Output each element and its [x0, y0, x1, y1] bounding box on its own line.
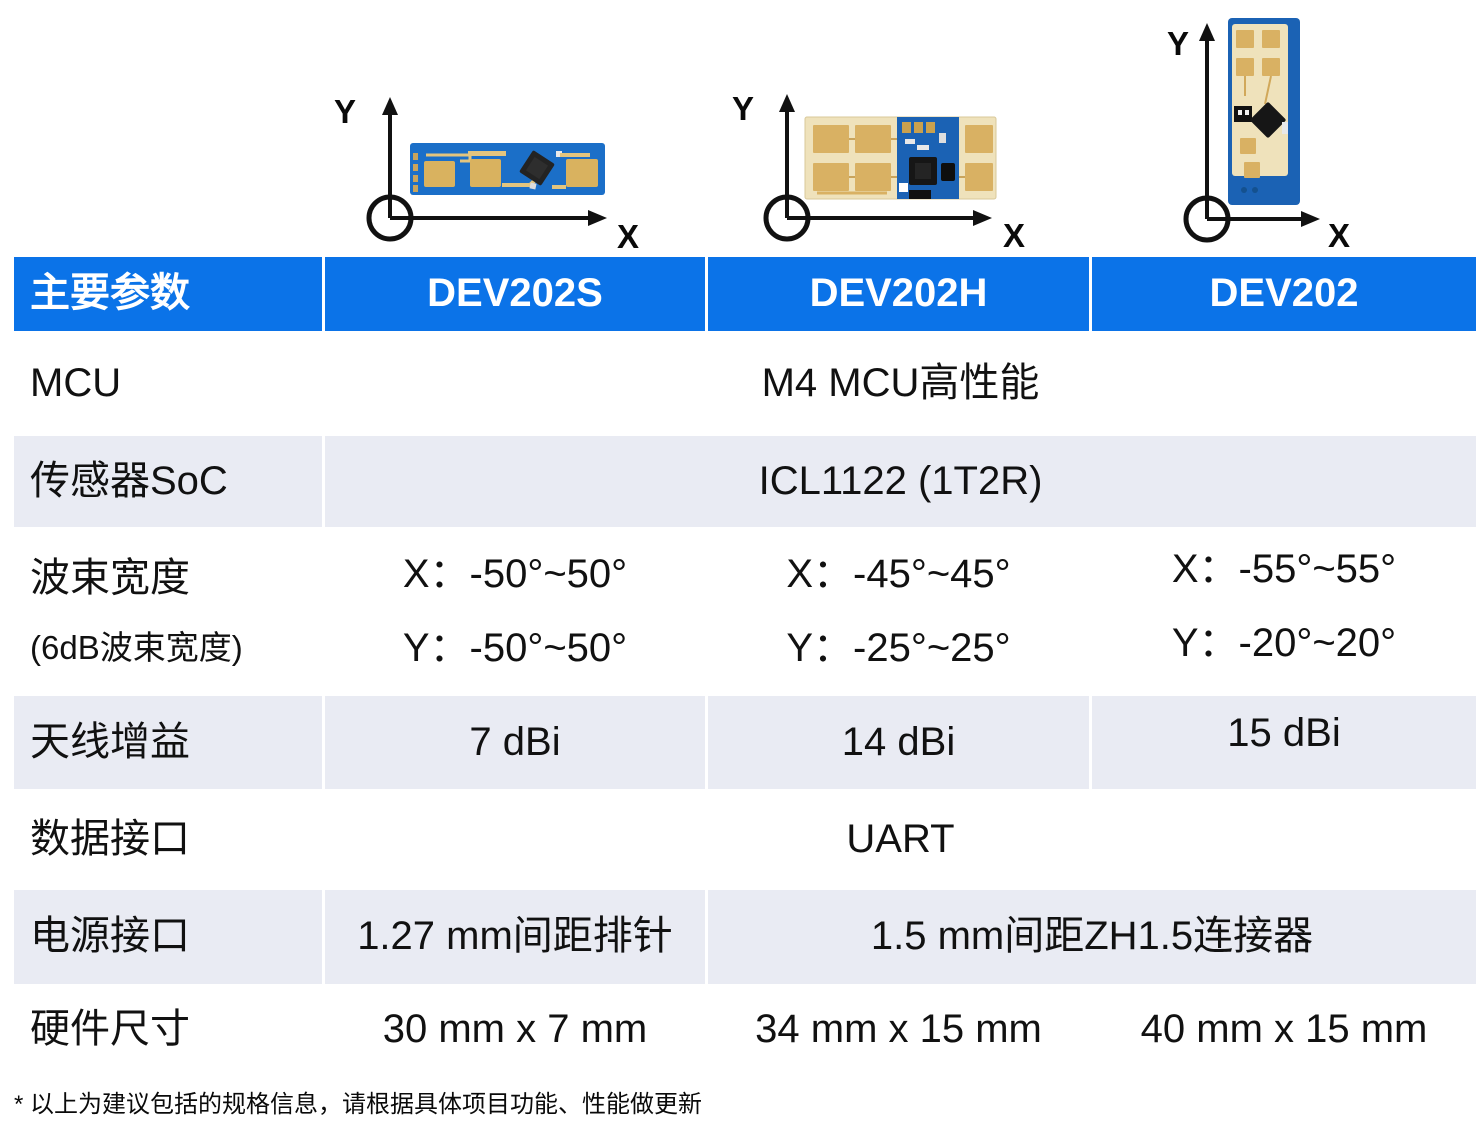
power-interface-dev202h-dev202: 1.5 mm间距ZH1.5连接器 — [708, 890, 1476, 984]
pcb-photo-dev202s — [410, 143, 605, 195]
y-axis-label: Y — [1167, 25, 1190, 62]
size-label: 硬件尺寸 — [30, 1006, 190, 1051]
header-dev202s: DEV202S — [325, 257, 705, 331]
gain-dev202: 15 dBi — [1092, 696, 1476, 789]
x-axis-arrowhead-icon — [1301, 211, 1320, 227]
y-axis-arrowhead-icon — [382, 97, 398, 115]
beam-dev202h-y: Y：-25°~25° — [786, 625, 1011, 670]
origin-circle-icon — [763, 194, 811, 242]
beam-dev202-y: Y：-20°~20° — [1171, 620, 1397, 665]
gain-dev202s: 7 dBi — [325, 696, 705, 789]
header-param: 主要参数 — [14, 257, 322, 331]
beam-label: 波束宽度 (6dB波束宽度) — [14, 527, 322, 696]
y-axis-arrowhead-icon — [1199, 23, 1215, 41]
axes-and-pcb-dev202h — [763, 94, 997, 242]
header-dev202: DEV202 — [1092, 257, 1476, 331]
size-dev202: 40 mm x 15 mm — [1140, 1006, 1428, 1051]
y-axis-label: Y — [334, 93, 357, 130]
soc-label: 传感器SoC — [14, 436, 322, 527]
beam-dev202-x: X：-55°~55° — [1171, 547, 1397, 592]
x-axis-arrowhead-icon — [973, 210, 992, 226]
beam-label-main: 波束宽度 — [30, 556, 190, 601]
beam-dev202h: X：-45°~45° Y：-25°~25° — [708, 527, 1089, 696]
beam-dev202h-x: X：-45°~45° — [786, 552, 1011, 597]
origin-circle-icon — [366, 194, 414, 242]
beam-dev202s: X：-50°~50° Y：-50°~50° — [325, 527, 705, 696]
data-interface-label: 数据接口 — [30, 816, 190, 861]
spec-table: 主要参数 DEV202S DEV202H DEV202 MCU M4 MCU高性… — [14, 257, 1476, 1075]
size-dev202s: 30 mm x 7 mm — [382, 1006, 648, 1051]
soc-value: ICL1122 (1T2R) — [325, 436, 1476, 527]
gain-dev202-value: 15 dBi — [1227, 710, 1341, 755]
figure-dev202s: Y X — [320, 85, 650, 257]
beam-dev202: X：-55°~55° Y：-20°~20° — [1092, 522, 1476, 691]
pcb-photo-dev202 — [1228, 18, 1300, 205]
origin-circle-icon — [1183, 195, 1231, 243]
figure-dev202: Y X — [1140, 5, 1380, 255]
x-axis-label: X — [1328, 217, 1351, 254]
x-axis-arrowhead-icon — [588, 210, 607, 226]
gain-dev202h: 14 dBi — [708, 696, 1089, 789]
axes-and-pcb-dev202s — [366, 97, 607, 242]
mcu-label: MCU — [30, 360, 122, 405]
header-dev202h: DEV202H — [708, 257, 1089, 331]
figure-dev202h: Y X — [715, 78, 1045, 258]
power-interface-label: 电源接口 — [14, 890, 322, 984]
pcb-photo-dev202h — [804, 116, 997, 200]
axes-and-pcb-dev202 — [1183, 18, 1320, 243]
beam-dev202s-y: Y：-50°~50° — [402, 625, 628, 670]
y-axis-label: Y — [732, 90, 755, 127]
size-dev202h: 34 mm x 15 mm — [755, 1006, 1042, 1051]
beam-dev202s-x: X：-50°~50° — [402, 552, 628, 597]
power-interface-dev202s: 1.27 mm间距排针 — [325, 890, 705, 984]
x-axis-label: X — [617, 218, 640, 255]
y-axis-arrowhead-icon — [779, 94, 795, 112]
gain-label: 天线增益 — [14, 696, 322, 789]
x-axis-label: X — [1003, 217, 1026, 254]
mcu-value: M4 MCU高性能 — [761, 360, 1040, 405]
data-interface-value: UART — [846, 816, 955, 861]
beam-label-sub: (6dB波束宽度) — [30, 629, 243, 667]
footnote: * 以上为建议包括的规格信息，请根据具体项目功能、性能做更新 — [14, 1091, 703, 1118]
